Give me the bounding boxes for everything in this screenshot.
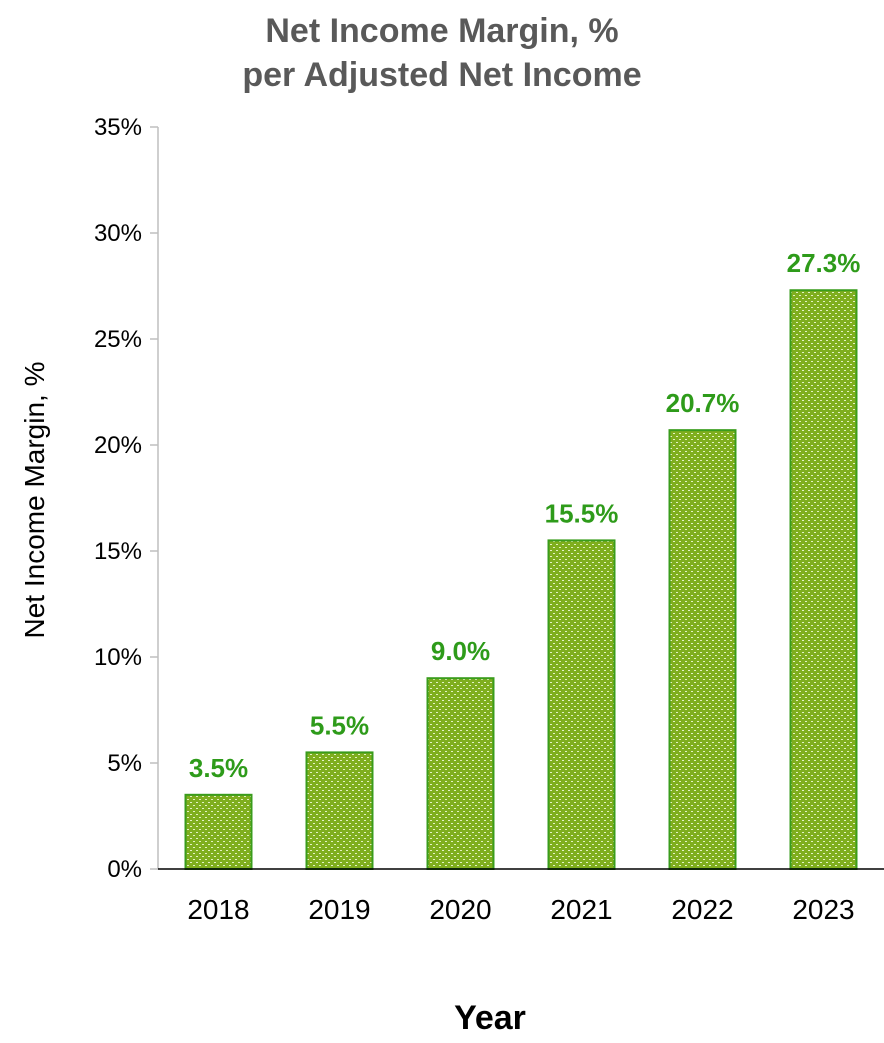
x-tick-label-2020: 2020: [429, 894, 491, 925]
bar-2018: [184, 793, 253, 870]
x-tick-label-2022: 2022: [671, 894, 733, 925]
data-label-2020: 9.0%: [431, 636, 490, 666]
bar-2020: [426, 677, 495, 871]
x-tick-label-2021: 2021: [550, 894, 612, 925]
data-label-2022: 20.7%: [666, 388, 740, 418]
data-label-2019: 5.5%: [310, 710, 369, 740]
y-tick-label: 5%: [107, 750, 142, 777]
bar-2021: [547, 539, 616, 871]
y-tick-label: 20%: [94, 432, 142, 459]
y-tick-label: 10%: [94, 644, 142, 671]
y-tick-label: 25%: [94, 326, 142, 353]
x-tick-label-2023: 2023: [792, 894, 854, 925]
y-tick-label: 35%: [94, 114, 142, 141]
x-axis: 2018 2019 2020 2021 2022 2023: [158, 868, 884, 925]
x-axis-title: Year: [454, 999, 526, 1037]
x-tick-label-2019: 2019: [308, 894, 370, 925]
data-label-2021: 15.5%: [545, 498, 619, 528]
y-axis-title: Net Income Margin, %: [19, 362, 50, 639]
y-tick-label: 0%: [107, 856, 142, 883]
chart-title: Net Income Margin, %: [265, 12, 618, 50]
data-label-2023: 27.3%: [787, 248, 861, 278]
y-tick-label: 15%: [94, 538, 142, 565]
bar-2022: [668, 429, 737, 870]
y-tick-label: 30%: [94, 220, 142, 247]
data-label-2018: 3.5%: [189, 753, 248, 783]
y-axis: 0% 5% 10% 15% 20% 25% 30% 35%: [94, 114, 159, 883]
bar-2023: [789, 289, 858, 870]
bars: 3.5% 5.5% 9.0% 15.5% 20.7% 27.3%: [184, 248, 861, 871]
bar-2019: [305, 751, 374, 871]
x-tick-label-2018: 2018: [187, 894, 249, 925]
chart-subtitle: per Adjusted Net Income: [242, 56, 641, 94]
